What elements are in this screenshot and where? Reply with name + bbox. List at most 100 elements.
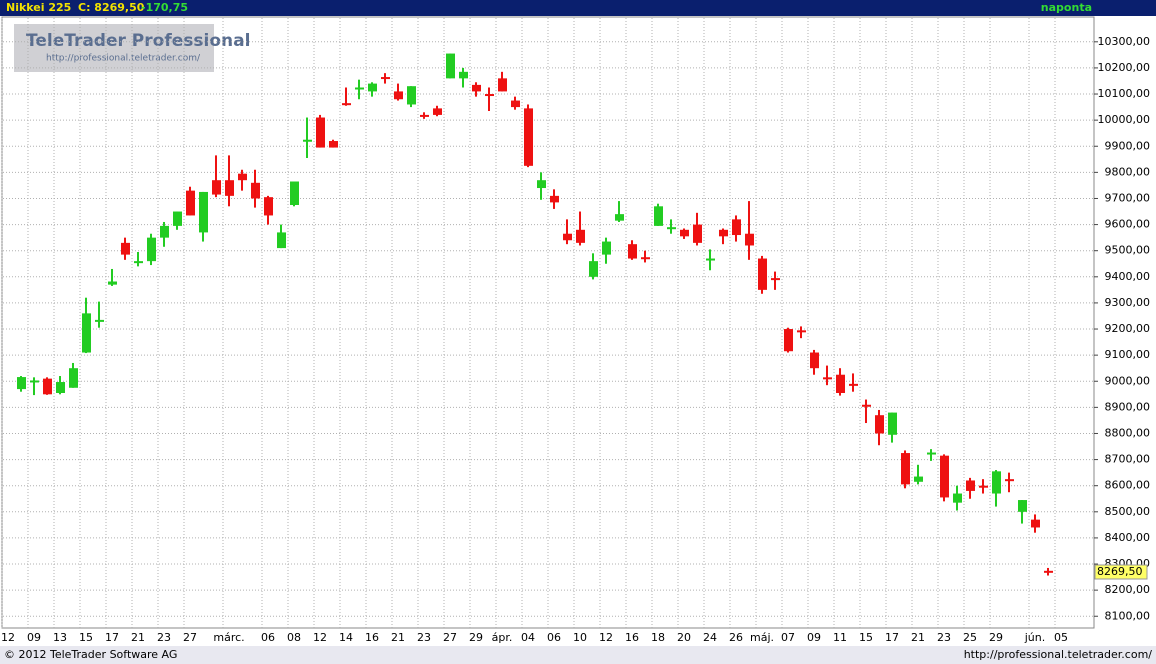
candle-body [407,86,416,105]
candle-body [485,94,494,97]
x-tick-label: 15 [79,631,93,644]
candle-body [953,493,962,503]
y-tick-label: 9900,00 [1105,139,1151,152]
x-tick-label: 14 [339,631,353,644]
candle-body [147,237,156,262]
x-tick-label: 24 [703,631,717,644]
candle-body [576,229,585,243]
y-tick-label: 10200,00 [1098,61,1151,74]
candle-body [316,117,325,148]
y-tick-label: 9100,00 [1105,348,1151,361]
candle-body [862,404,871,407]
x-tick-label: 06 [547,631,561,644]
y-tick-label: 9400,00 [1105,270,1151,283]
x-tick-label: 29 [469,631,483,644]
candle-body [420,114,429,117]
candle-body [888,412,897,435]
x-tick-label: 23 [157,631,171,644]
y-tick-label: 9700,00 [1105,191,1151,204]
candle-body [17,377,26,390]
candle-body [498,78,507,92]
candle-body [277,232,286,249]
y-tick-label: 9800,00 [1105,165,1151,178]
header-bar [0,0,1156,16]
candle-body [238,173,247,181]
candle-body [641,257,650,260]
y-tick-label: 9500,00 [1105,244,1151,257]
x-tick-label: 21 [131,631,145,644]
x-tick-label: 21 [911,631,925,644]
y-tick-label: 10300,00 [1098,35,1151,48]
candle-body [719,229,728,237]
candle-body [121,242,130,255]
candle-body [758,258,767,290]
candle-body [472,84,481,92]
copyright: © 2012 TeleTrader Software AG [4,648,177,661]
candle-body [979,485,988,488]
x-tick-label: 10 [573,631,587,644]
candle-body [160,225,169,238]
x-tick-label: 13 [53,631,67,644]
y-tick-label: 8800,00 [1105,426,1151,439]
candle-body [823,377,832,380]
candle-body [186,190,195,216]
candle-body [771,278,780,281]
candle-body [134,261,143,264]
x-tick-label: 16 [625,631,639,644]
x-tick-label: 23 [417,631,431,644]
instrument: Nikkei 225 [6,1,71,14]
y-tick-label: 9600,00 [1105,218,1151,231]
candle-body [628,244,637,259]
x-tick-label: 11 [833,631,847,644]
candle-body [251,182,260,199]
x-tick-label: ápr. [492,631,513,644]
y-tick-label: 8200,00 [1105,583,1151,596]
candle-body [589,261,598,277]
y-tick-label: 9300,00 [1105,296,1151,309]
candle-body [95,319,104,322]
interval: naponta [1041,1,1092,14]
candle-body [394,91,403,100]
x-tick-label: 16 [365,631,379,644]
candle-body [693,224,702,243]
candle-body [914,476,923,482]
candle-body [290,181,299,205]
candle-body [654,206,663,226]
x-tick-label: 07 [781,631,795,644]
x-tick-label: 09 [27,631,41,644]
candle-body [680,229,689,237]
candle-body [173,211,182,226]
plot-area [1,16,1095,629]
candle-body [927,452,936,455]
x-tick-label: 12 [599,631,613,644]
candle-body [56,382,65,393]
y-tick-label: 8100,00 [1105,609,1151,622]
footer-bar [0,646,1156,664]
y-tick-label: 10100,00 [1098,87,1151,100]
x-tick-label: 27 [183,631,197,644]
x-tick-label: 25 [963,631,977,644]
candle-body [1018,500,1027,512]
x-tick-label: 29 [989,631,1003,644]
candle-body [836,374,845,393]
candle-body [550,195,559,203]
candle-body [810,352,819,369]
candle-body [446,53,455,79]
logo-box [14,24,214,72]
y-tick-label: 8700,00 [1105,453,1151,466]
candle-body [355,87,364,90]
candle-body [706,258,715,261]
x-tick-label: 12 [313,631,327,644]
candle-body [1031,519,1040,528]
candle-body [43,378,52,395]
candle-body [745,233,754,246]
candle-body [69,368,78,388]
candle-body [225,180,234,196]
candle-body [667,227,676,230]
change: -170,75 [141,1,188,14]
y-tick-label: 8600,00 [1105,479,1151,492]
x-tick-label: 15 [859,631,873,644]
candle-body [966,480,975,491]
candle-body [784,329,793,352]
